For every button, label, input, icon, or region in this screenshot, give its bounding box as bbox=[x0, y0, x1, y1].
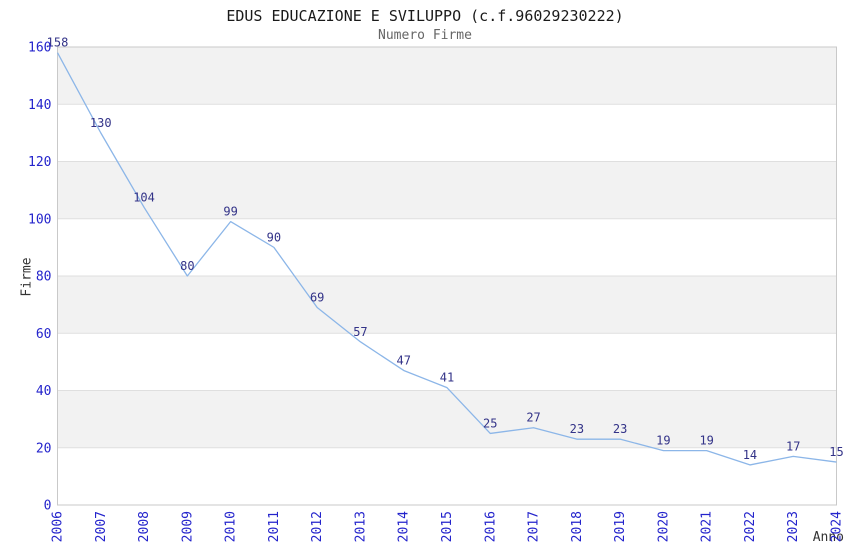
x-tick-label: 2019 bbox=[613, 511, 628, 542]
x-tick-label: 2007 bbox=[94, 511, 109, 542]
y-tick-label: 120 bbox=[28, 155, 51, 170]
data-point-label: 47 bbox=[396, 353, 410, 367]
y-tick-label: 100 bbox=[28, 212, 51, 227]
y-tick-label: 160 bbox=[28, 41, 51, 56]
data-point-label: 57 bbox=[353, 325, 367, 339]
data-point-label: 17 bbox=[786, 439, 800, 453]
data-point-label: 99 bbox=[223, 205, 237, 219]
x-tick-label: 2010 bbox=[224, 511, 239, 542]
x-tick-label: 2013 bbox=[353, 511, 368, 542]
data-point-label: 23 bbox=[613, 422, 627, 436]
data-point-label: 15 bbox=[829, 445, 843, 459]
data-point-label: 41 bbox=[440, 371, 454, 385]
x-tick-label: 2009 bbox=[180, 511, 195, 542]
x-tick-label: 2018 bbox=[570, 511, 585, 542]
data-point-label: 80 bbox=[180, 259, 194, 273]
data-point-label: 19 bbox=[656, 434, 670, 448]
x-tick-label: 2022 bbox=[743, 511, 758, 542]
chart-title: EDUS EDUCAZIONE E SVILUPPO (c.f.96029230… bbox=[226, 7, 624, 25]
x-axis-label: Anno bbox=[812, 530, 844, 545]
plot-band bbox=[57, 47, 837, 105]
x-tick-label: 2023 bbox=[786, 511, 801, 542]
data-point-label: 104 bbox=[133, 190, 155, 204]
x-tick-label: 2024 bbox=[830, 511, 845, 542]
data-point-label: 23 bbox=[570, 422, 584, 436]
plot-border bbox=[57, 46, 837, 506]
x-tick-label: 2020 bbox=[656, 511, 671, 542]
x-tick-label: 2014 bbox=[397, 511, 412, 542]
data-point-label: 130 bbox=[90, 116, 112, 130]
data-point-label: 158 bbox=[47, 36, 69, 50]
y-tick-label: 80 bbox=[36, 270, 52, 285]
data-point-label: 90 bbox=[267, 230, 281, 244]
x-tick-label: 2016 bbox=[483, 511, 498, 542]
plot-band bbox=[57, 390, 837, 448]
x-tick-label: 2006 bbox=[51, 511, 66, 542]
x-tick-label: 2017 bbox=[527, 511, 542, 542]
x-tick-label: 2008 bbox=[137, 511, 152, 542]
x-tick-label: 2012 bbox=[310, 511, 325, 542]
data-point-label: 27 bbox=[526, 411, 540, 425]
data-line bbox=[56, 52, 837, 466]
y-tick-label: 140 bbox=[28, 98, 51, 113]
data-point-label: 19 bbox=[699, 434, 713, 448]
data-point-label: 69 bbox=[310, 290, 324, 304]
plot-band bbox=[57, 161, 837, 219]
y-tick-label: 0 bbox=[44, 499, 52, 514]
data-point-label: 14 bbox=[743, 448, 757, 462]
y-tick-label: 40 bbox=[36, 384, 52, 399]
data-point-label: 25 bbox=[483, 416, 497, 430]
chart-subtitle: Numero Firme bbox=[378, 28, 472, 43]
plot-band bbox=[57, 276, 837, 334]
y-tick-label: 20 bbox=[36, 441, 52, 456]
y-tick-label: 60 bbox=[36, 327, 52, 342]
x-tick-label: 2011 bbox=[267, 511, 282, 542]
x-tick-label: 2021 bbox=[700, 511, 715, 542]
x-tick-label: 2015 bbox=[440, 511, 455, 542]
